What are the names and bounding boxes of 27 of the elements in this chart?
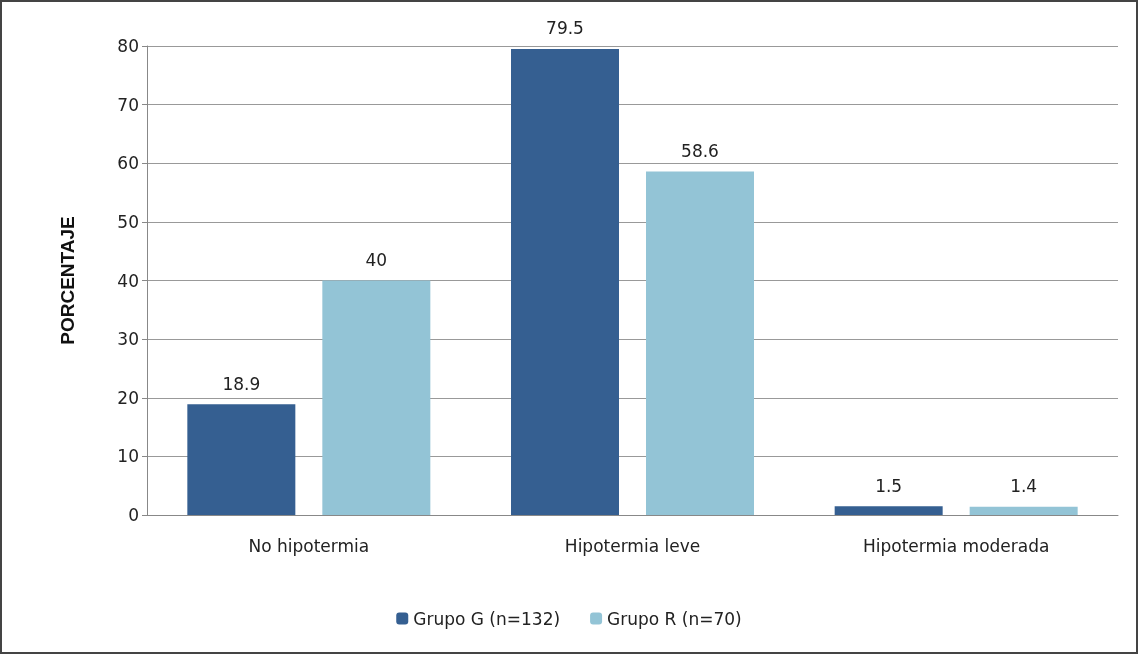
y-tick-label: 20 bbox=[117, 387, 139, 408]
y-tick-label: 10 bbox=[117, 446, 139, 467]
y-tick-label: 40 bbox=[117, 270, 139, 291]
data-label: 79.5 bbox=[546, 18, 584, 39]
bar bbox=[322, 280, 431, 515]
y-tick-label: 50 bbox=[117, 211, 139, 232]
y-tick-label: 0 bbox=[128, 505, 139, 525]
x-tick-label: Hipotermia moderada bbox=[862, 535, 1050, 556]
x-tick-label: Hipotermia leve bbox=[564, 535, 701, 556]
data-label: 40 bbox=[365, 250, 388, 270]
y-tick-label: 80 bbox=[117, 36, 139, 56]
bar bbox=[511, 48, 619, 515]
data-label: 1.4 bbox=[1010, 476, 1038, 497]
bar bbox=[187, 404, 296, 515]
data-label: 1.5 bbox=[875, 475, 903, 496]
legend-label: Grupo R (n=70) bbox=[607, 608, 742, 629]
y-axis-title: PORCENTAJE bbox=[57, 216, 78, 345]
x-tick-label: No hipotermia bbox=[248, 535, 370, 556]
y-tick-label: 30 bbox=[117, 329, 139, 350]
bar bbox=[969, 506, 1078, 515]
bar bbox=[834, 506, 943, 515]
y-tick-label: 60 bbox=[117, 153, 139, 174]
y-tick-label: 70 bbox=[117, 94, 139, 115]
data-label: 58.6 bbox=[681, 140, 719, 161]
legend-label: Grupo G (n=132) bbox=[413, 608, 561, 629]
data-label: 18.9 bbox=[222, 373, 261, 394]
bar bbox=[646, 171, 754, 515]
